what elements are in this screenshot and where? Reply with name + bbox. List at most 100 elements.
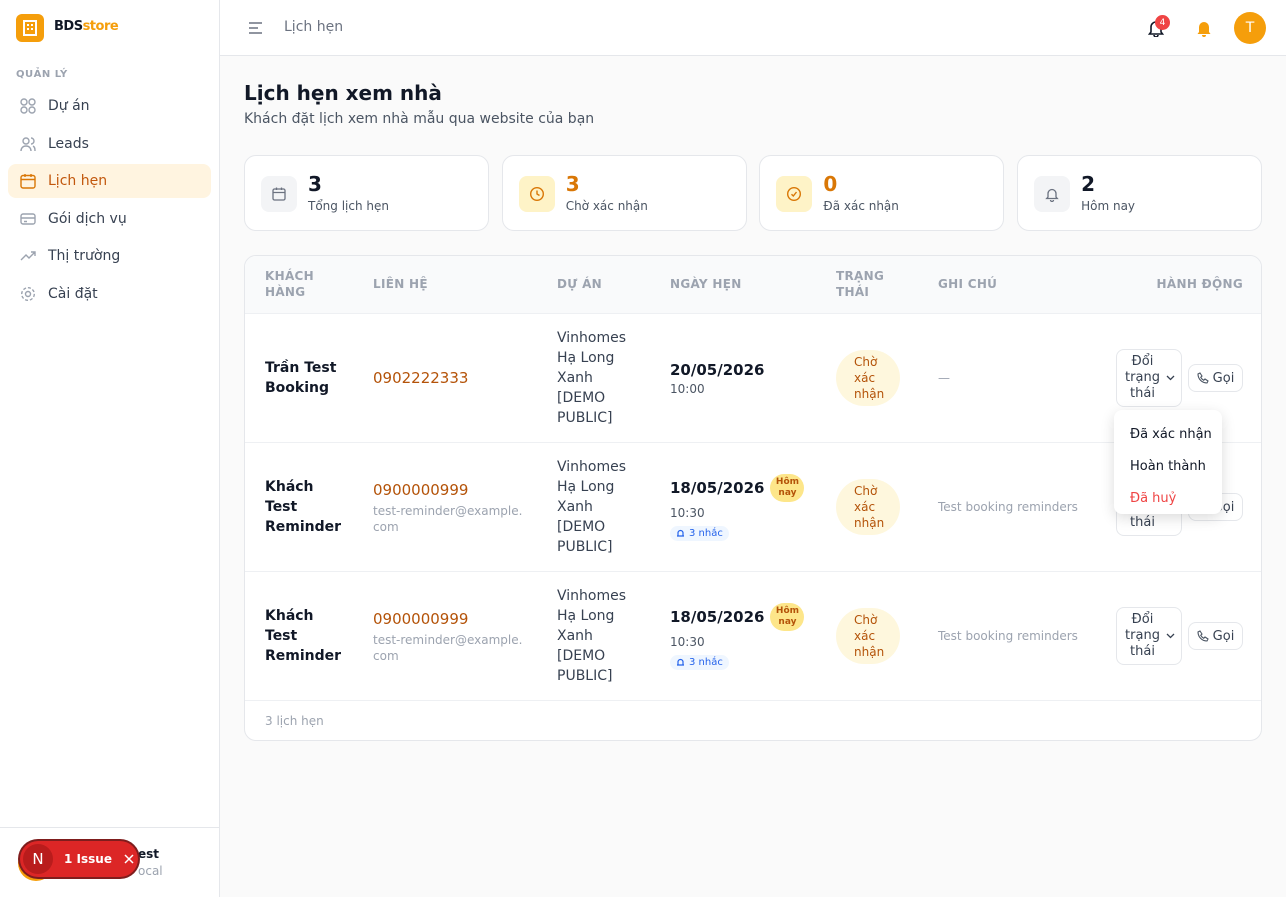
time: 10:00 (670, 382, 705, 396)
reminder-badge: 3 nhắc (670, 654, 729, 670)
stat-label: Chờ xác nhận (565, 199, 648, 213)
nav-label: Leads (48, 136, 89, 152)
time: 10:30 (670, 505, 705, 520)
dropdown-item[interactable]: Đã huỷ (1130, 490, 1177, 506)
stat-card: 3 Tổng lịch hẹn (244, 155, 489, 231)
close-icon[interactable] (124, 854, 134, 864)
change-status-label: Đổi trạng thái (1125, 612, 1160, 659)
change-status-button[interactable]: Đổi trạng thái (1116, 607, 1182, 665)
nav-item[interactable]: Gói dịch vụ (8, 202, 211, 236)
logo-icon (16, 14, 44, 42)
today-badge: Hôm nay (770, 602, 805, 631)
stat-icon (261, 176, 297, 212)
stat-label: Tổng lịch hẹn (308, 199, 389, 213)
brand: BDS (54, 19, 83, 34)
dropdown-item[interactable]: Đã xác nhận (1130, 426, 1212, 442)
customer-name[interactable]: Khách Test Reminder (265, 608, 342, 664)
phone[interactable]: 0902222333 (373, 369, 469, 387)
alert-bell[interactable] (1196, 19, 1212, 37)
stat-icon-glyph (272, 187, 286, 201)
cell: 0900000999 test-reminder@example.com (373, 443, 533, 571)
stat-icon (776, 176, 813, 212)
cell: Khách Test Reminder (265, 572, 345, 700)
customer-name[interactable]: Trần Test Booking (265, 360, 337, 396)
column-header: KHÁCH HÀNG (265, 269, 314, 299)
cell: Chờ xác nhận (836, 572, 900, 700)
stat-label: Hôm nay (1081, 199, 1136, 213)
stat-card: 0 Đã xác nhận (759, 155, 1005, 231)
issue-badge[interactable]: N 1 Issue (20, 841, 138, 877)
nav-icon (20, 137, 36, 152)
nav-item[interactable]: Thị trường (8, 239, 211, 273)
reminder-icon (677, 529, 684, 537)
cell: Vinhomes Hạ Long Xanh [DEMO PUBLIC] (557, 443, 639, 571)
issue-label: 1 Issue (64, 852, 112, 866)
stat-value: 2 (1081, 172, 1096, 196)
date: 20/05/2026 (670, 361, 765, 379)
column-header: DỰ ÁN (557, 277, 602, 291)
sidebar: BDSstore QUẢN LÝ Dự án Leads Lịch hẹn Gói d… (0, 0, 220, 897)
cell: Trần Test Booking (265, 314, 345, 442)
cell: Chờ xác nhận (836, 443, 900, 571)
today-badge: Hôm nay (770, 473, 805, 502)
stat-icon-glyph (787, 186, 802, 202)
issue-initial: N (23, 844, 53, 874)
nav-label: Lịch hẹn (48, 173, 108, 189)
notification-count: 4 (1155, 15, 1170, 30)
table-header: KHÁCH HÀNG LIÊN HỆ DỰ ÁN NGÀY HẸN TRẠNG THÁI… (245, 256, 1261, 313)
avatar[interactable]: T (1234, 12, 1266, 44)
cell: — (938, 314, 1098, 442)
cell: Khách Test Reminder (265, 443, 345, 571)
date-line: 18/05/2026 Hôm nay (670, 602, 820, 631)
menu-toggle[interactable] (249, 22, 263, 34)
phone[interactable]: 0900000999 (373, 609, 469, 628)
nav-icon (20, 174, 36, 189)
user-sub: ocal (138, 864, 163, 878)
customer-name[interactable]: Khách Test Reminder (265, 479, 342, 535)
phone[interactable]: 0900000999 (373, 480, 469, 499)
stat-icon-glyph (1045, 188, 1059, 202)
column-header: HÀNH ĐỘNG (1156, 277, 1243, 291)
section-label: QUẢN LÝ (16, 69, 68, 80)
stat-value: 3 (308, 172, 322, 196)
stat-value: 0 (823, 172, 838, 196)
page-title: Lịch hẹn xem nhà (244, 81, 442, 105)
nav-item[interactable]: Cài đặt (8, 277, 211, 311)
reminder-badge: 3 nhắc (670, 525, 729, 541)
cell: 0902222333 (373, 314, 533, 442)
phone-icon (1197, 372, 1209, 384)
nav-icon (20, 286, 36, 302)
stat-card: 3 Chờ xác nhận (501, 155, 747, 231)
call-button[interactable]: Gọi (1188, 622, 1243, 650)
stat-value: 3 (565, 172, 580, 196)
stat-card: 2 Hôm nay (1017, 155, 1263, 231)
page-subtitle: Khách đặt lịch xem nhà mẫu qua website c… (244, 111, 595, 127)
divider (0, 827, 219, 828)
call-label: Gọi (1212, 628, 1235, 644)
table-row: Trần Test Booking 0902222333 Vinhomes Hạ L… (245, 313, 1261, 442)
breadcrumb: Lịch hẹn (284, 19, 344, 35)
nav-icon (20, 98, 36, 114)
change-status-button[interactable]: Đổi trạng thái (1116, 349, 1182, 407)
nav-item[interactable]: Lịch hẹn (8, 164, 211, 198)
nav-item[interactable]: Leads (8, 127, 211, 161)
cell: Đổi trạng thái Gọi (1116, 314, 1243, 442)
reminder-icon (677, 658, 684, 666)
dropdown-item[interactable]: Hoàn thành (1130, 458, 1206, 474)
table-footer: 3 lịch hẹn (245, 700, 1261, 740)
status-badge: Chờ xác nhận (836, 608, 900, 664)
stat-icon (1034, 176, 1071, 212)
email: test-reminder@example.com (373, 632, 523, 663)
stat-icon (518, 176, 555, 212)
cell: 0900000999 test-reminder@example.com (373, 572, 533, 700)
call-button[interactable]: Gọi (1188, 364, 1243, 392)
column-header: GHI CHÚ (938, 277, 998, 291)
cell: Chờ xác nhận (836, 314, 900, 442)
table-row: Khách Test Reminder 0900000999 test-remind… (245, 442, 1261, 571)
logo-text[interactable]: BDSstore (54, 19, 119, 34)
nav-item[interactable]: Dự án (8, 89, 211, 123)
cell: 18/05/2026 Hôm nay 10:30 3 nhắc (670, 443, 820, 571)
cell: Đổi trạng thái Gọi (1116, 572, 1243, 700)
